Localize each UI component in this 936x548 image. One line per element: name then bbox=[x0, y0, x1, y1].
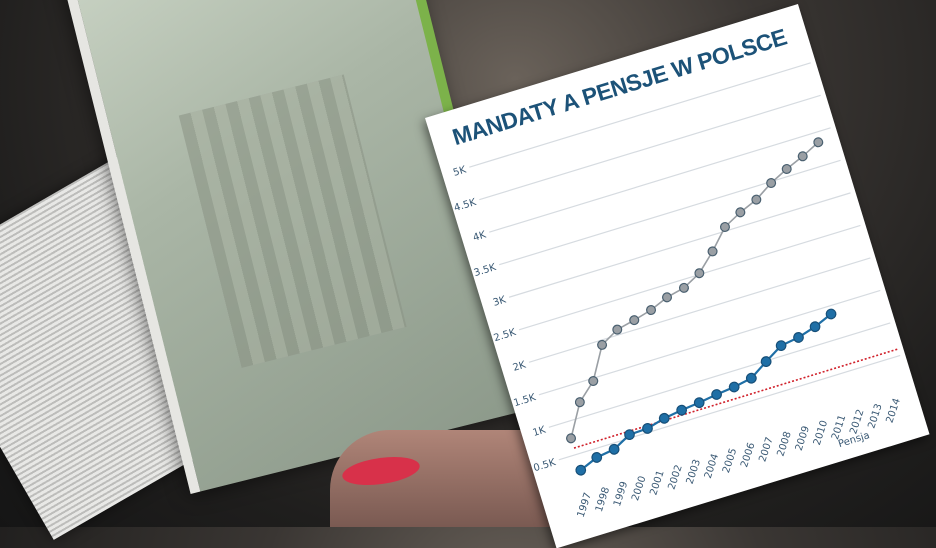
y-tick-label: 1K bbox=[531, 425, 547, 439]
x-tick-label: 2008 bbox=[776, 430, 794, 458]
x-tick-label: 1999 bbox=[612, 480, 630, 508]
data-point bbox=[693, 397, 705, 409]
data-point bbox=[760, 356, 772, 367]
data-point bbox=[566, 433, 577, 444]
x-tick-label: 2007 bbox=[757, 436, 775, 464]
data-point bbox=[676, 404, 688, 416]
gridline bbox=[469, 62, 811, 168]
data-point bbox=[612, 324, 623, 335]
x-tick-label: 2001 bbox=[648, 469, 666, 497]
y-tick-label: 4.5K bbox=[453, 197, 478, 214]
data-point bbox=[719, 221, 730, 232]
series-line bbox=[580, 313, 832, 472]
x-tick-label: 2013 bbox=[866, 402, 884, 430]
y-tick-label: 2K bbox=[512, 359, 528, 373]
y-tick-label: 1.5K bbox=[512, 392, 537, 409]
y-tick-label: 2.5K bbox=[493, 327, 518, 344]
data-point bbox=[711, 389, 722, 400]
x-tick-label: 2009 bbox=[794, 425, 812, 453]
gridline bbox=[518, 224, 861, 331]
data-point bbox=[825, 308, 837, 320]
x-tick-label: 2004 bbox=[703, 452, 721, 480]
data-point bbox=[678, 282, 689, 293]
data-point bbox=[728, 381, 740, 393]
chart-panel: MANDATY A PENSJE W POLSCE 0.5K 1K 1.5K 2K 2.… bbox=[425, 3, 930, 548]
x-tick-label: 2003 bbox=[685, 458, 703, 486]
gridline bbox=[498, 159, 841, 266]
pixelated-area bbox=[178, 74, 407, 368]
data-point bbox=[575, 464, 587, 476]
gridline bbox=[508, 192, 851, 298]
data-point bbox=[707, 246, 718, 257]
data-point bbox=[591, 452, 603, 463]
gridline bbox=[528, 257, 871, 363]
data-point bbox=[662, 292, 673, 303]
data-point bbox=[588, 376, 599, 387]
data-point bbox=[797, 151, 808, 162]
data-point bbox=[646, 305, 657, 316]
data-point bbox=[809, 321, 821, 333]
x-tick-label: 2000 bbox=[630, 475, 648, 503]
data-point bbox=[624, 429, 635, 441]
data-point bbox=[766, 178, 777, 189]
data-point bbox=[781, 163, 792, 174]
data-point bbox=[745, 372, 757, 384]
data-point bbox=[813, 137, 824, 148]
data-point bbox=[658, 412, 670, 424]
data-point bbox=[642, 423, 653, 434]
x-tick-label: 2014 bbox=[885, 397, 903, 425]
data-point bbox=[574, 397, 585, 408]
x-tick-label: 2010 bbox=[812, 419, 830, 447]
x-tick-label: 2006 bbox=[739, 441, 757, 469]
x-tick-label: 1997 bbox=[576, 491, 594, 519]
gridline bbox=[548, 322, 891, 428]
x-tick-label: 2005 bbox=[721, 447, 739, 475]
gridline bbox=[558, 354, 901, 461]
x-tick-label: 2002 bbox=[667, 464, 685, 492]
data-point bbox=[629, 315, 640, 326]
y-tick-label: 3K bbox=[492, 294, 508, 308]
y-tick-label: 0.5K bbox=[532, 457, 557, 474]
data-point bbox=[775, 340, 787, 352]
x-tick-label: 1998 bbox=[594, 486, 612, 514]
data-point bbox=[694, 268, 705, 279]
data-point bbox=[793, 332, 804, 343]
y-tick-label: 5K bbox=[452, 164, 468, 178]
y-tick-label: 3.5K bbox=[473, 262, 498, 279]
data-point bbox=[735, 207, 746, 218]
gridline bbox=[489, 127, 831, 233]
line-chart: 0.5K 1K 1.5K 2K 2.5K 3K 3.5K 4K 4.5K 5K 1997 1998 19… bbox=[452, 62, 903, 519]
series-line bbox=[570, 141, 819, 439]
data-point bbox=[597, 339, 608, 350]
y-tick-label: 4K bbox=[472, 229, 488, 243]
data-point bbox=[751, 194, 762, 205]
data-point bbox=[608, 443, 620, 455]
gridline bbox=[479, 94, 821, 201]
